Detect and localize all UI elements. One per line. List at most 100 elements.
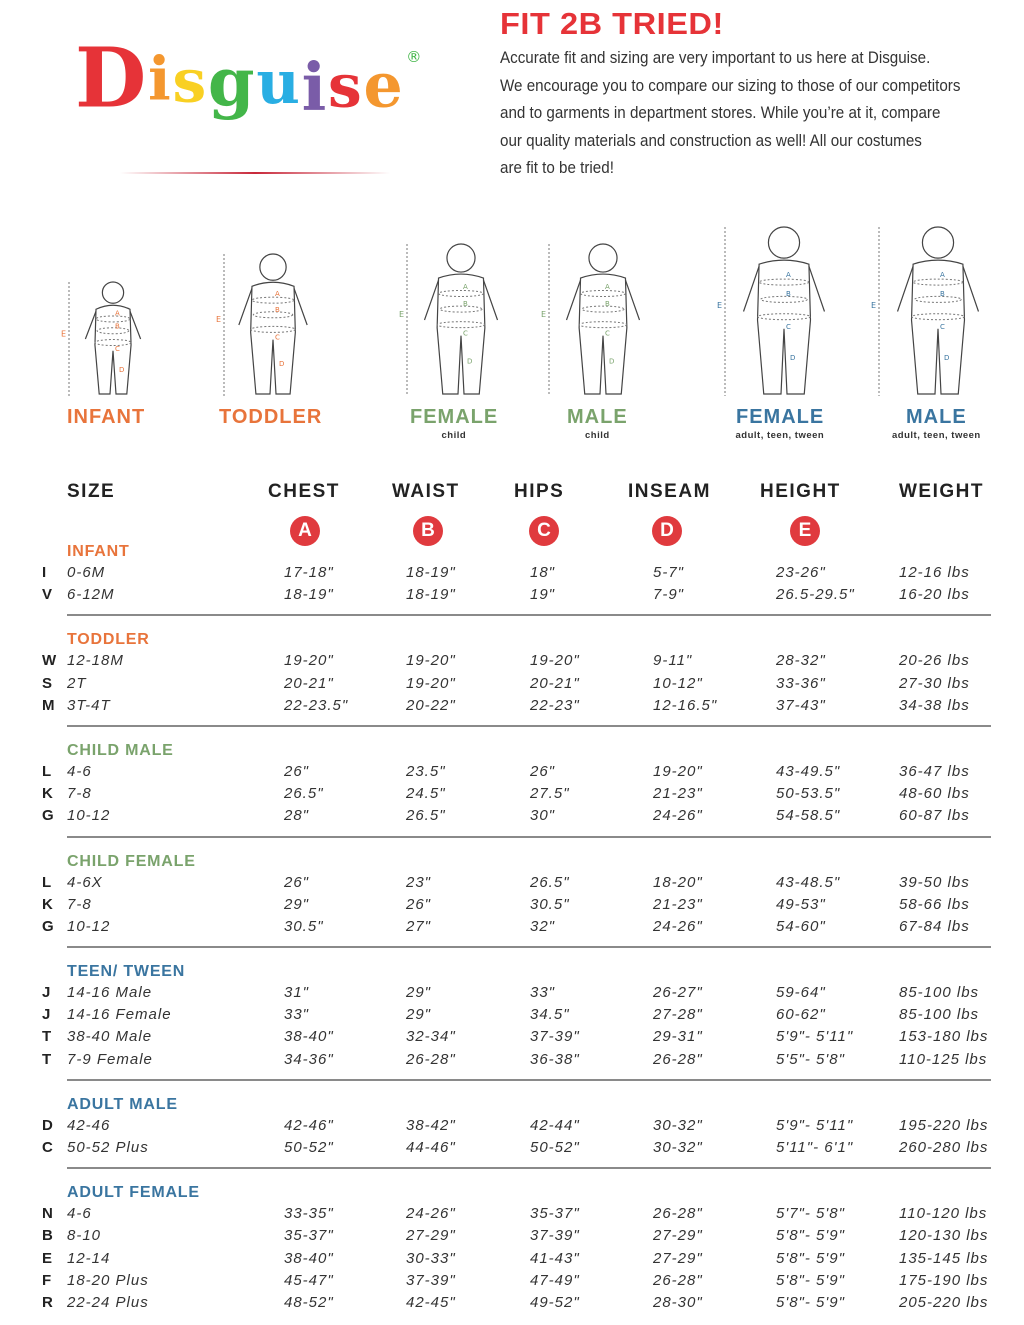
logo-letter: i (302, 50, 327, 126)
cell-chest: 38-40" (284, 1028, 334, 1046)
cell-size-code: N (42, 1205, 53, 1223)
cell-height: 43-48.5" (776, 873, 841, 891)
cell-waist: 20-22" (406, 696, 456, 714)
svg-text:E: E (541, 310, 546, 319)
cell-hips: 20-21" (530, 674, 580, 692)
cell-size-code: C (42, 1139, 53, 1156)
cell-chest: 50-52" (284, 1139, 334, 1156)
cell-size: 38-40 Male (67, 1028, 153, 1046)
figure-sublabel: child (585, 430, 610, 441)
cell-hips: 33" (530, 984, 556, 1002)
cell-weight: 60-87 lbs (899, 807, 970, 825)
cell-size: 4-6X (67, 873, 103, 891)
cell-weight: 34-38 lbs (899, 696, 970, 714)
cell-size-code: F (42, 1271, 52, 1289)
cell-hips: 37-39" (530, 1227, 580, 1245)
svg-text:D: D (944, 354, 949, 362)
cell-weight: 16-20 lbs (899, 586, 970, 604)
cell-weight: 27-30 lbs (899, 674, 970, 692)
cell-waist: 27" (406, 917, 432, 935)
cell-chest: 38-40" (284, 1249, 334, 1267)
svg-text:A: A (275, 290, 280, 298)
cell-size: 10-12 (67, 807, 111, 825)
cell-inseam: 27-29" (653, 1249, 703, 1267)
cell-size: 8-10 (67, 1227, 102, 1245)
size-section: ADULT FEMALE N 4-6 33-35" 24-26" 35-37" 26-28"… (0, 1182, 1024, 1314)
svg-text:D: D (279, 360, 284, 368)
cell-size-code: V (42, 586, 53, 604)
cell-size-code: K (42, 785, 53, 803)
cell-waist: 29" (406, 984, 432, 1002)
cell-weight: 110-125 lbs (899, 1050, 988, 1068)
cell-hips: 37-39" (530, 1028, 580, 1046)
cell-chest: 17-18" (284, 564, 334, 581)
cell-size: 7-9 Female (67, 1050, 153, 1068)
figure-label: FEMALE (736, 406, 825, 428)
svg-text:E: E (216, 315, 221, 324)
cell-inseam: 26-27" (653, 984, 703, 1002)
cell-height: 5'9"- 5'11" (776, 1116, 854, 1134)
cell-height: 50-53.5" (776, 785, 841, 803)
cell-size-code: E (42, 1249, 53, 1267)
cell-hips: 22-23" (530, 696, 580, 714)
cell-hips: 50-52" (530, 1139, 580, 1156)
cell-inseam: 26-28" (653, 1205, 703, 1223)
cell-size-code: T (42, 1050, 52, 1068)
section-divider (67, 724, 991, 727)
svg-text:A: A (940, 271, 945, 279)
cell-height: 23-26" (776, 564, 826, 581)
registered-mark: ® (406, 48, 421, 66)
column-header-hips: HIPS (514, 481, 565, 502)
cell-chest: 30.5" (284, 917, 324, 935)
logo-letter: s (328, 51, 362, 121)
cell-chest: 35-37" (284, 1227, 334, 1245)
cell-chest: 19-20" (284, 652, 334, 670)
cell-waist: 26" (406, 895, 432, 913)
table-row: J 14-16 Female 33" 29" 34.5" 27-28" 60-62" 85-1… (0, 1004, 1024, 1026)
cell-hips: 26.5" (530, 873, 570, 891)
svg-text:A: A (463, 283, 468, 291)
logo-letter: s (172, 46, 206, 116)
cell-height: 5'5"- 5'8" (776, 1050, 845, 1068)
cell-chest: 45-47" (284, 1271, 334, 1289)
cell-weight: 120-130 lbs (899, 1227, 989, 1245)
section-divider (67, 1078, 991, 1081)
cell-waist: 26.5" (406, 807, 446, 825)
cell-height: 28-32" (776, 652, 826, 670)
cell-size-code: L (42, 762, 52, 780)
table-row: V 6-12M 18-19" 18-19" 19" 7-9" 26.5-29.5" 16-20… (0, 584, 1024, 606)
cell-size-code: R (42, 1293, 53, 1311)
cell-size: 0-6M (67, 564, 106, 581)
cell-size: 4-6 (67, 762, 92, 780)
table-row: C 50-52 Plus 50-52" 44-46" 50-52" 30-32" 5'11"… (0, 1137, 1024, 1159)
logo-underline (120, 172, 390, 174)
svg-text:B: B (786, 290, 791, 298)
cell-inseam: 26-28" (653, 1271, 703, 1289)
cell-weight: 260-280 lbs (899, 1139, 989, 1156)
cell-size-code: M (42, 696, 55, 714)
body-outline-icon: E A B C D (216, 253, 308, 396)
cell-size-code: G (42, 807, 54, 825)
svg-text:D: D (467, 358, 472, 366)
intro-line: are fit to be tried! (500, 159, 614, 178)
cell-waist: 30-33" (406, 1249, 456, 1267)
cell-size-code: D (42, 1116, 53, 1134)
cell-chest: 26" (284, 762, 310, 780)
cell-weight: 153-180 lbs (899, 1028, 989, 1046)
svg-text:D: D (119, 366, 124, 374)
cell-height: 54-58.5" (776, 807, 841, 825)
svg-text:A: A (605, 283, 610, 291)
cell-size-code: W (42, 652, 57, 670)
cell-inseam: 26-28" (653, 1050, 703, 1068)
cell-inseam: 5-7" (653, 564, 685, 581)
cell-height: 59-64" (776, 984, 826, 1002)
body-outline-icon: E A B C D (871, 226, 980, 396)
cell-size-code: G (42, 917, 54, 935)
column-header-inseam: INSEAM (628, 481, 711, 502)
svg-text:C: C (940, 323, 945, 331)
cell-inseam: 21-23" (653, 785, 703, 803)
svg-text:E: E (717, 301, 722, 310)
cell-inseam: 18-20" (653, 873, 703, 891)
table-row: J 14-16 Male 31" 29" 33" 26-27" 59-64" 85-100 l… (0, 982, 1024, 1004)
cell-weight: 20-26 lbs (899, 652, 970, 670)
